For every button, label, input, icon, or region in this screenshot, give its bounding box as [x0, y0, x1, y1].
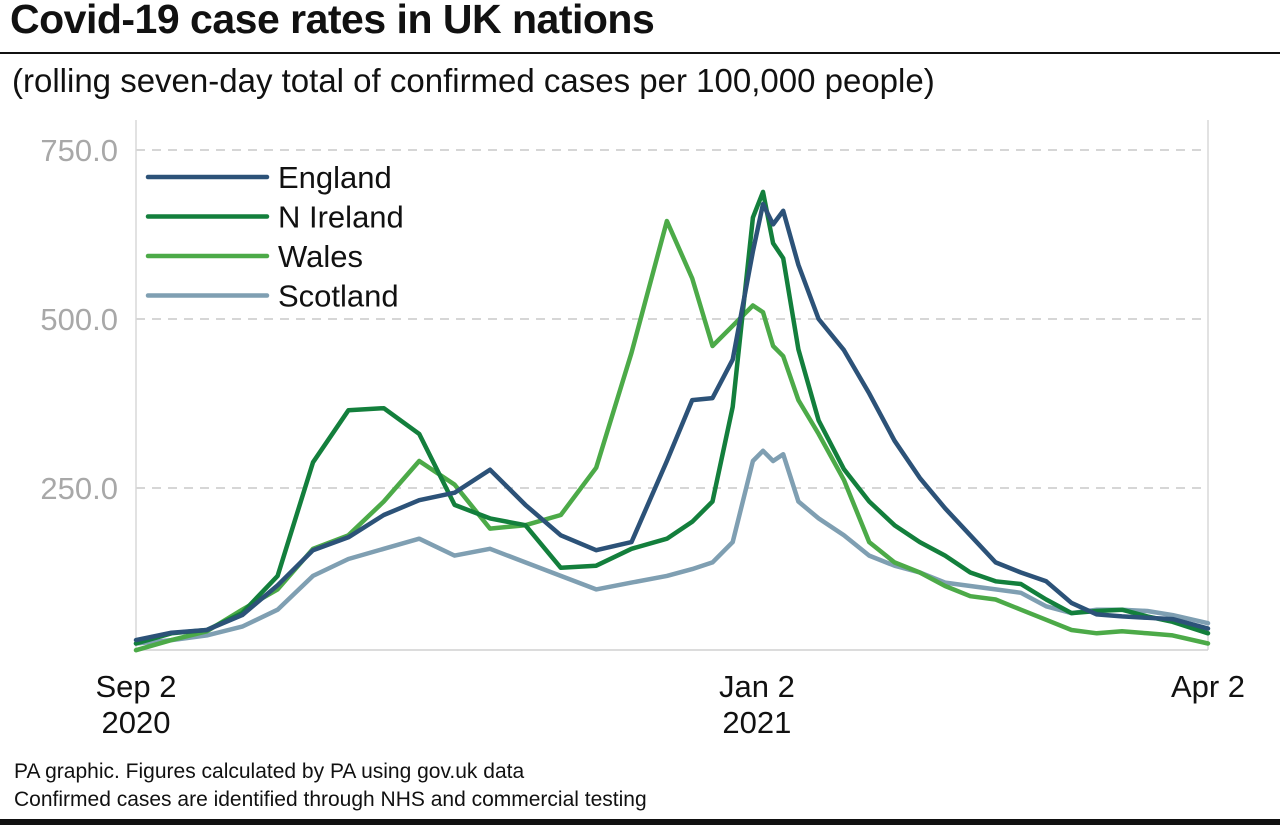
- chart-subtitle: (rolling seven-day total of confirmed ca…: [12, 62, 935, 99]
- y-tick-label: 250.0: [40, 471, 118, 506]
- footer-note: Confirmed cases are identified through N…: [14, 788, 647, 811]
- y-tick-label: 750.0: [40, 133, 118, 168]
- footer-source: PA graphic. Figures calculated by PA usi…: [14, 760, 525, 783]
- legend-label: Wales: [278, 239, 363, 274]
- x-tick-year-label: 2021: [722, 705, 791, 740]
- chart-title: Covid-19 case rates in UK nations: [10, 0, 655, 42]
- x-tick-label: Apr 2: [1171, 669, 1245, 704]
- legend-label: N Ireland: [278, 200, 404, 235]
- bottom-divider: [0, 819, 1280, 825]
- series-line-wales: [133, 218, 1211, 653]
- series-line-scotland: [133, 448, 1211, 646]
- series-line-n-ireland: [133, 189, 1211, 646]
- y-tick-label: 500.0: [40, 302, 118, 337]
- x-tick-year-label: 2020: [102, 705, 171, 740]
- title-divider: [0, 52, 1280, 54]
- legend-label: Scotland: [278, 279, 399, 314]
- x-tick-label: Jan 2: [719, 669, 795, 704]
- series-line-england: [133, 201, 1211, 643]
- x-tick-label: Sep 2: [95, 669, 176, 704]
- legend-label: England: [278, 160, 392, 195]
